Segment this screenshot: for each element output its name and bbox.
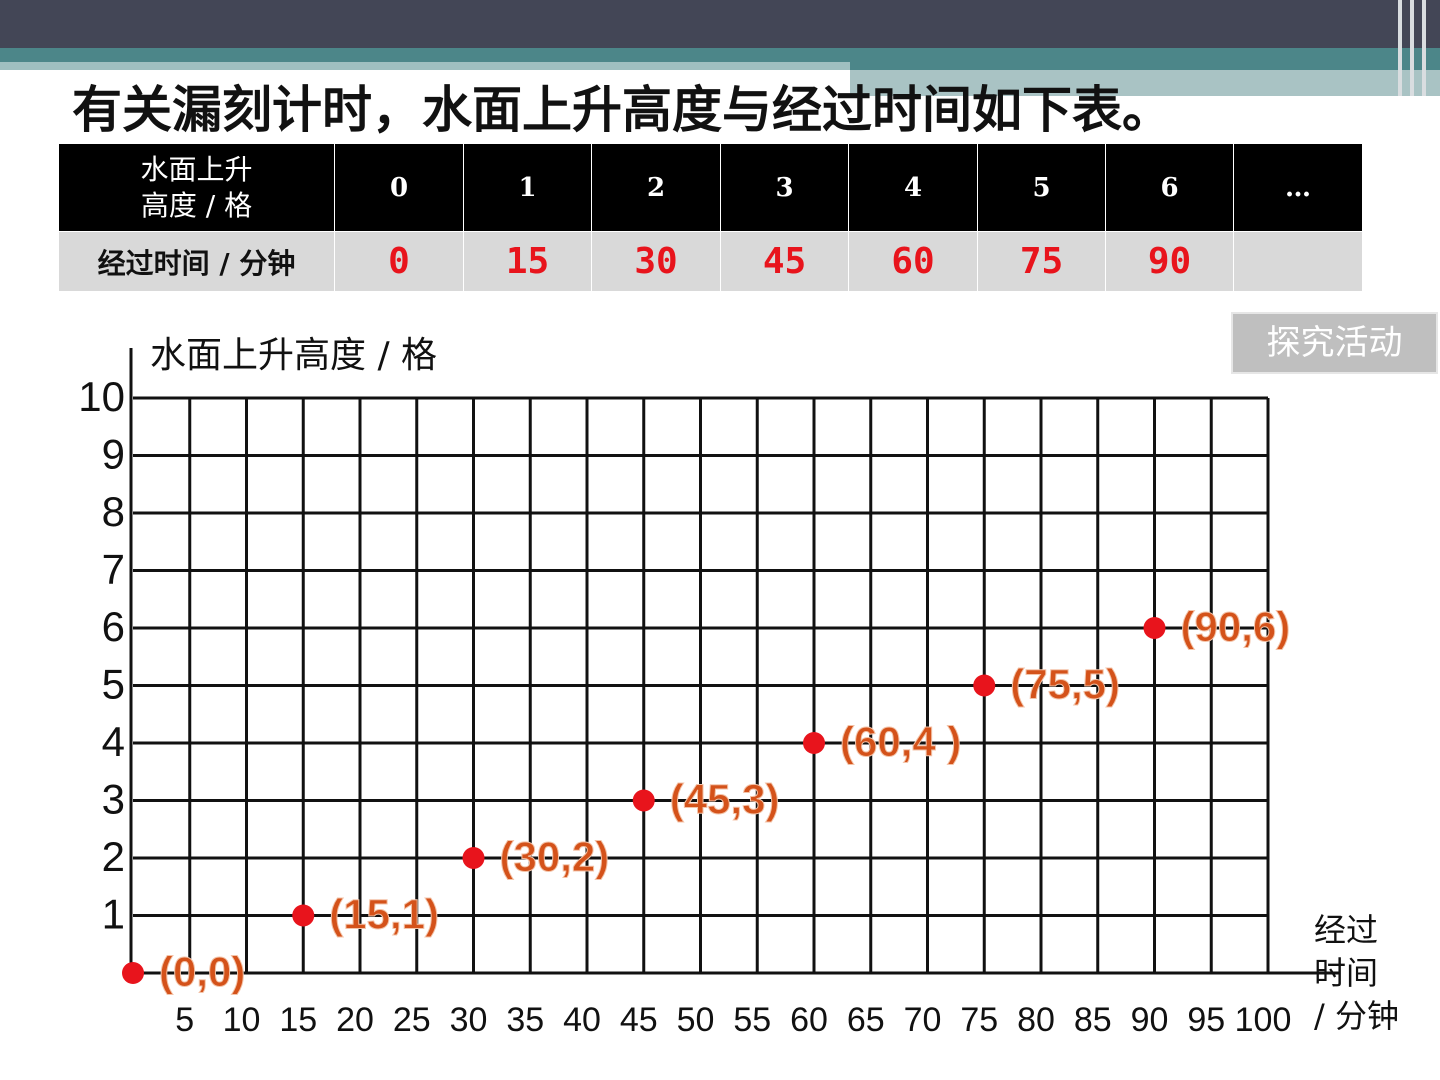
point-label: (0,0) (159, 948, 245, 995)
y-tick-label: 7 (102, 546, 125, 593)
table-cell: 60 (848, 231, 978, 292)
x-tick-label: 20 (336, 1001, 374, 1039)
table-cell: 4 (848, 143, 978, 232)
y-axis-label: 水面上升高度 / 格 (150, 335, 437, 376)
table-row: 水面上升 高度 / 格 0 1 2 3 4 5 6… (58, 143, 1363, 232)
decoration (1422, 0, 1426, 96)
y-tick-label: 10 (78, 373, 125, 420)
data-table: 水面上升 高度 / 格 0 1 2 3 4 5 6… 经过时间 / 分钟 0 15 30 45 60 75 90 (58, 143, 1363, 292)
point-label: (60,4 ) (840, 718, 961, 765)
x-tick-label: 80 (1017, 1001, 1055, 1039)
point-label: (90,6) (1181, 603, 1291, 650)
table-cell: 经过时间 / 分钟 (58, 231, 335, 292)
y-tick-label: 2 (102, 833, 125, 880)
x-tick-label: 25 (393, 1001, 431, 1039)
table-cell: 90 (1105, 231, 1234, 292)
point-label: (45,3) (670, 776, 780, 823)
point (973, 674, 996, 697)
table-cell: 0 (334, 143, 464, 232)
table-cell (1233, 231, 1363, 292)
table-cell: 30 (591, 231, 721, 292)
y-tick-label: 1 (102, 891, 125, 938)
decoration (1398, 0, 1402, 96)
top-bar (0, 0, 1440, 48)
point (1143, 617, 1166, 639)
x-tick-label: 45 (620, 1001, 658, 1039)
x-tick-label: 65 (847, 1001, 885, 1039)
x-tick-label: 5 (175, 1001, 194, 1039)
point (803, 732, 825, 754)
activity-button[interactable]: 探究活动 (1231, 312, 1438, 374)
x-tick-label: 15 (279, 1001, 317, 1039)
table-cell: 0 (334, 231, 464, 292)
x-tick-label: 30 (450, 1001, 488, 1039)
x-tick-label: 75 (960, 1001, 998, 1039)
top-stripe-right (850, 70, 1440, 96)
y-tick-label: 3 (102, 776, 125, 823)
point (632, 789, 655, 812)
table-cell: 15 (463, 231, 592, 292)
point-label: (15,1) (329, 891, 439, 938)
table-cell: 75 (977, 231, 1106, 292)
x-tick-label: 70 (904, 1001, 942, 1039)
table-cell: 水面上升 高度 / 格 (58, 143, 335, 232)
x-tick-label: 90 (1131, 1001, 1169, 1039)
cell-line: 高度 / 格 (140, 188, 253, 222)
table-cell: 3 (720, 143, 849, 232)
x-tick-label: 55 (733, 1001, 771, 1039)
table-cell: … (1233, 143, 1363, 232)
point (462, 847, 485, 869)
x-tick-label: 50 (677, 1001, 715, 1039)
decoration (1410, 0, 1414, 96)
cell-line: 水面上升 (140, 152, 253, 186)
point-label: (30,2) (500, 833, 610, 880)
y-tick-label: 4 (102, 718, 125, 765)
x-tick-label: 10 (223, 1001, 261, 1039)
table-cell: 6 (1105, 143, 1234, 232)
y-tick-label: 9 (102, 431, 125, 478)
table-row: 经过时间 / 分钟 0 15 30 45 60 75 90 (58, 231, 1363, 292)
title: 有关漏刻计时，水面上升高度与经过时间如下表。 (72, 81, 1172, 139)
x-tick-label: 95 (1187, 1001, 1225, 1039)
x-tick-label: 60 (790, 1001, 828, 1039)
point (122, 962, 144, 984)
x-axis-label: 经过 (1314, 911, 1378, 949)
y-tick-label: 6 (102, 603, 125, 650)
y-tick-label: 5 (102, 661, 125, 708)
x-tick-label: 35 (506, 1001, 544, 1039)
point-label: (75,5) (1010, 661, 1120, 708)
point (292, 904, 315, 927)
x-axis-label: / 分钟 (1314, 997, 1399, 1035)
x-tick-label: 85 (1074, 1001, 1112, 1039)
x-tick-label: 40 (563, 1001, 601, 1039)
table-cell: 5 (977, 143, 1106, 232)
top-stripe-light (0, 62, 850, 70)
x-tick-label: 100 (1235, 1001, 1292, 1039)
y-tick-label: 8 (102, 488, 125, 535)
x-axis-label: 时间 (1314, 954, 1378, 992)
